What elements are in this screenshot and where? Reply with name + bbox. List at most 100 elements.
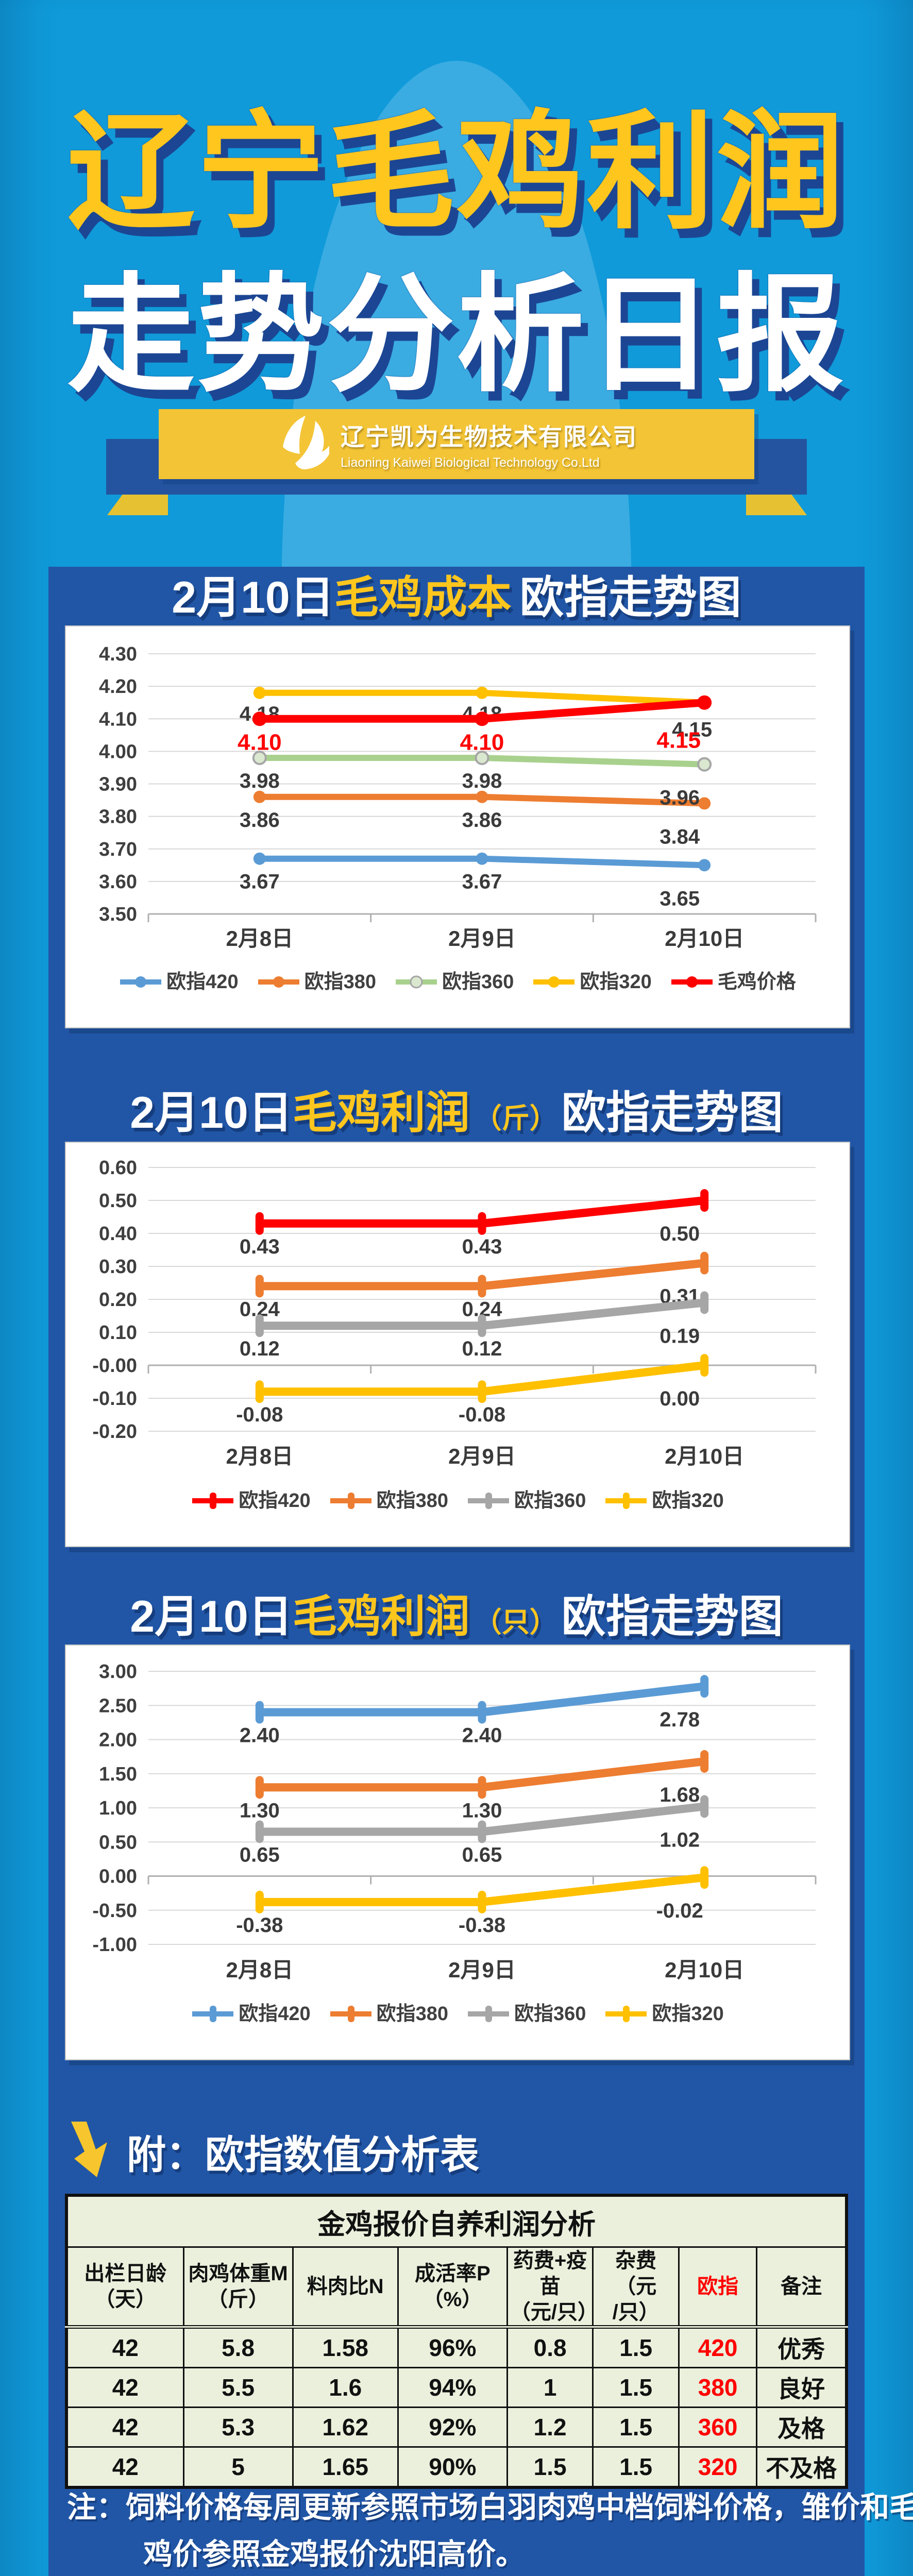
table-row: 42 5.5 1.6 94% 1 1.5 380 良好 <box>65 2367 848 2408</box>
table-cell: 不及格 <box>756 2446 848 2488</box>
data-label: 0.43 <box>240 1235 280 1258</box>
marker <box>253 686 266 699</box>
legend-swatch-icon <box>605 1492 647 1509</box>
company-name-cn: 辽宁凯为生物技术有限公司 <box>341 423 637 450</box>
legend-label: 欧指380 <box>376 1490 448 1512</box>
table-cell: 42 <box>65 2446 184 2488</box>
series-欧指380: 0.24 0.240.31 <box>240 1251 709 1320</box>
chart-2-card: 0.60 0.50 0.40 0.30 0.20 0.10 -0.00 -0.10 -0.20 2… <box>65 1142 850 1547</box>
chart-2-title-highlight: 毛鸡利润 <box>292 1088 470 1138</box>
y-tick-label: 0.50 <box>99 1190 137 1212</box>
table-cell: 380 <box>678 2367 758 2408</box>
y-tick-label: 0.50 <box>99 1832 137 1853</box>
table-cell: 320 <box>678 2446 758 2488</box>
table-cell: 及格 <box>756 2406 848 2448</box>
company-name-block: 辽宁凯为生物技术有限公司 Liaoning Kaiwei Biological … <box>341 418 637 470</box>
chart-2-title-suffix: 欧指走势图 <box>561 1088 783 1138</box>
table-cell: 1.5 <box>592 2326 680 2368</box>
table-row: 42 5 1.65 90% 1.5 1.5 320 不及格 <box>65 2446 848 2488</box>
legend-label: 欧指360 <box>442 971 514 993</box>
profit-per-jin-chart-canvas: 0.60 0.50 0.40 0.30 0.20 0.10 -0.00 -0.10 -0.20 2… <box>92 1157 817 1468</box>
data-label: 4.10 <box>238 730 282 755</box>
y-tick-label: 4.30 <box>99 643 137 665</box>
y-tick-label: 0.30 <box>99 1256 137 1278</box>
marker <box>478 1314 486 1337</box>
marker <box>478 1890 486 1913</box>
marker <box>255 1701 264 1724</box>
series-欧指360: 0.12 0.12 0.19 <box>240 1291 709 1360</box>
data-label: 3.65 <box>660 887 700 910</box>
legend-swatch-icon <box>671 976 713 988</box>
marker <box>475 751 489 765</box>
table-cell: 1.2 <box>506 2406 594 2448</box>
chart-1-title-highlight: 毛鸡成本 <box>334 573 512 622</box>
marker <box>478 1212 486 1235</box>
content-panel: 2月10日毛鸡成本 欧指走势图 4.30 4.20 4.10 4.00 3.90 3.80 3… <box>48 567 913 2576</box>
table-cell: 42 <box>65 2326 184 2368</box>
chart-1-title-suffix: 欧指走势图 <box>519 573 741 622</box>
x-category-label: 2月10日 <box>665 1444 744 1468</box>
marker <box>700 1750 709 1773</box>
table-header: 出栏日龄 （天） <box>65 2246 184 2329</box>
data-label: 0.50 <box>660 1223 700 1245</box>
table-cell: 1.65 <box>292 2446 399 2488</box>
company-plate: 辽宁凯为生物技术有限公司 Liaoning Kaiwei Biological … <box>159 409 754 479</box>
legend-item-欧指380: 欧指380 <box>329 1997 448 2026</box>
data-label: 3.86 <box>462 809 502 832</box>
y-tick-label: 3.70 <box>99 839 137 860</box>
data-label: 3.67 <box>240 871 280 893</box>
table-cell: 94% <box>397 2367 508 2408</box>
y-tick-label: 3.50 <box>99 904 137 925</box>
legend-item-欧指360: 欧指360 <box>395 965 514 994</box>
data-label: 1.68 <box>660 1784 700 1806</box>
table-cell: 420 <box>678 2326 758 2368</box>
y-tick-label: -1.00 <box>92 1934 137 1956</box>
table-cell: 1.5 <box>592 2367 680 2408</box>
table-row: 42 5.8 1.58 96% 0.8 1.5 420 优秀 <box>65 2326 848 2368</box>
data-label: -0.08 <box>459 1403 505 1426</box>
y-tick-label: 4.10 <box>99 708 137 730</box>
data-label: 3.84 <box>660 825 700 848</box>
legend-swatch-icon <box>192 2005 234 2022</box>
table-cell: 360 <box>678 2406 758 2448</box>
marker <box>697 695 712 710</box>
legend-swatch-icon <box>330 2005 371 2022</box>
legend-swatch-icon <box>330 1492 371 1509</box>
marker <box>478 1701 486 1724</box>
legend-swatch-icon <box>605 2005 647 2022</box>
legend-label: 欧指380 <box>304 971 376 993</box>
marker <box>478 1380 486 1403</box>
marker <box>255 1212 264 1235</box>
table-cell: 0.8 <box>506 2326 594 2368</box>
yellow-bent-arrow-icon <box>69 2120 113 2183</box>
marker <box>700 1291 709 1314</box>
table-cell: 42 <box>65 2367 184 2408</box>
y-tick-label: 3.90 <box>99 774 137 795</box>
chart-2-title: 2月10日毛鸡利润 （斤）欧指走势图 <box>48 1085 865 1141</box>
marker <box>700 1795 709 1818</box>
table-cell: 1.5 <box>592 2446 680 2488</box>
chart-2-title-date: 2月10日 <box>130 1088 293 1138</box>
marker <box>700 1189 709 1212</box>
legend-item-欧指380: 欧指380 <box>257 965 376 994</box>
marker <box>478 1776 486 1799</box>
chart-3-title-highlight: 毛鸡利润 <box>292 1592 470 1641</box>
series-欧指320: -0.38 -0.38 -0.02 <box>236 1866 709 1937</box>
marker <box>476 790 488 803</box>
table-cell: 1.5 <box>592 2406 680 2448</box>
y-tick-label: 4.00 <box>99 741 137 762</box>
legend-item-毛鸡价格: 毛鸡价格 <box>670 965 796 994</box>
table-header: 欧指 <box>678 2246 758 2329</box>
table-cell: 1 <box>506 2367 594 2408</box>
chart-3-title-unit: （只） <box>474 1607 557 1638</box>
table-cell: 90% <box>397 2446 508 2488</box>
table-row: 42 5.3 1.62 92% 1.2 1.5 360 及格 <box>65 2406 848 2448</box>
legend-swatch-icon <box>395 975 437 988</box>
chart-1-card: 4.30 4.20 4.10 4.00 3.90 3.80 3.70 3.60 3.50 2月8日… <box>65 625 850 1028</box>
y-tick-label: 0.00 <box>99 1866 137 1888</box>
table-cell: 5.3 <box>182 2406 294 2448</box>
y-tick-label: -0.50 <box>92 1900 137 1922</box>
series-欧指320: -0.08 -0.08 0.00 <box>236 1354 709 1426</box>
data-label: 4.15 <box>672 719 712 741</box>
data-label: -0.38 <box>236 1914 283 1937</box>
